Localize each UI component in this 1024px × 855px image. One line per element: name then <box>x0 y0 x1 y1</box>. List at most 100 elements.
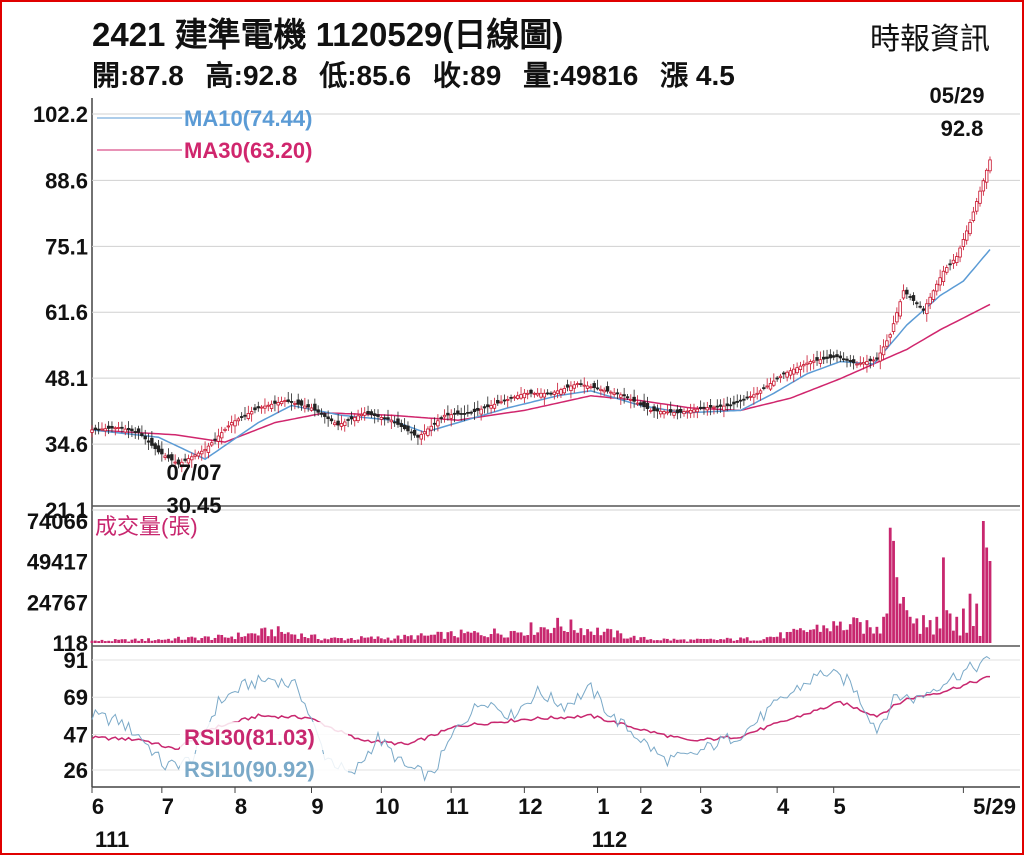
candle-body <box>323 413 327 417</box>
volume-bar <box>562 630 566 643</box>
candle-body <box>678 409 683 413</box>
volume-bar <box>283 633 287 643</box>
volume-bar <box>326 639 330 643</box>
candle-body <box>938 277 942 286</box>
price-tick-label: 34.6 <box>45 432 88 457</box>
volume-bar <box>406 636 410 643</box>
volume-bar <box>157 639 160 643</box>
candle-body <box>925 303 929 315</box>
price-tick-label: 48.1 <box>45 366 88 391</box>
volume-bar <box>496 633 500 643</box>
volume-bar <box>213 637 217 643</box>
volume-bar <box>729 638 732 643</box>
volume-bar <box>286 632 290 643</box>
volume-bar <box>872 633 875 643</box>
month-label: 8 <box>235 794 247 819</box>
volume-bar <box>602 631 606 643</box>
candle-body <box>313 403 317 411</box>
volume-bar <box>955 616 959 643</box>
volume-bar <box>782 638 786 643</box>
volume-bar <box>636 640 639 643</box>
volume-bar <box>449 631 453 643</box>
volume-bar <box>396 635 400 643</box>
volume-bar <box>579 628 583 643</box>
candle-body <box>90 429 94 433</box>
candle-body <box>861 361 866 365</box>
volume-bar <box>473 631 476 643</box>
candle-body <box>778 375 783 378</box>
volume-bar <box>516 632 520 643</box>
candle-body <box>402 424 407 430</box>
volume-bar <box>529 622 533 643</box>
candle-body <box>216 435 221 442</box>
volume-bar <box>479 635 483 643</box>
candle-body <box>742 398 746 401</box>
volume-label: 量: <box>523 60 561 91</box>
candle-body <box>609 391 613 394</box>
ma30-legend-label: MA30(63.20) <box>184 138 312 163</box>
candle-body <box>748 395 753 398</box>
volume-bar <box>882 616 885 643</box>
volume-bar <box>183 639 187 643</box>
candle-body <box>828 354 833 359</box>
ma10-legend-label: MA10(74.44) <box>184 106 312 131</box>
volume-bar <box>320 640 323 643</box>
candle-body <box>123 428 127 433</box>
volume-bar <box>360 636 363 643</box>
volume-bar <box>290 634 293 643</box>
volume-bar <box>426 635 430 643</box>
volume-bar <box>789 631 792 643</box>
candle-body <box>579 383 583 386</box>
candle-body <box>752 394 756 398</box>
candle-body <box>432 422 437 425</box>
volume-bar <box>912 623 915 643</box>
rsi10-legend-bg <box>180 754 348 782</box>
candle-body <box>306 404 310 408</box>
volume-bar <box>642 636 646 643</box>
volume-bar <box>203 636 207 643</box>
volume-bar <box>207 636 210 643</box>
volume-bar <box>918 633 922 643</box>
volume-bar <box>503 637 506 643</box>
candle-body <box>419 434 423 440</box>
candle-body <box>585 385 590 389</box>
volume-bar <box>715 640 719 643</box>
volume-bar <box>682 639 686 643</box>
volume-bar <box>762 639 766 643</box>
candle-body <box>512 396 517 399</box>
volume-bar <box>273 636 277 643</box>
volume-bar <box>150 640 154 643</box>
candle-body <box>93 427 98 431</box>
volume-bar <box>110 641 114 643</box>
candle-body <box>941 270 946 283</box>
volume-bar <box>739 637 742 643</box>
volume-bar <box>236 632 240 643</box>
volume-bar <box>985 547 989 643</box>
candle-body <box>642 401 646 408</box>
candle-body <box>399 423 404 427</box>
candle-body <box>881 346 886 356</box>
volume-bar <box>875 626 879 643</box>
candle-body <box>695 408 700 413</box>
candle-body <box>263 405 267 409</box>
candle-body <box>841 358 846 361</box>
volume-bar <box>978 635 982 643</box>
candle-body <box>831 355 836 358</box>
candle-body <box>675 409 680 414</box>
volume-bar <box>732 640 736 643</box>
source-label: 時報資訊 <box>870 23 990 56</box>
rsi10-legend-label: RSI10(90.92) <box>184 757 315 782</box>
volume-bar <box>177 636 180 643</box>
candle-body <box>632 396 636 402</box>
low-label: 低: <box>319 60 357 91</box>
high-value-annotation: 92.8 <box>941 116 984 141</box>
high-value: 92.8 <box>242 60 298 91</box>
candle-body <box>745 396 749 399</box>
volume-bar <box>818 631 822 643</box>
candle-body <box>815 357 819 361</box>
candle-body <box>871 359 876 362</box>
candle-body <box>802 364 806 367</box>
candle-body <box>592 383 596 389</box>
month-label: 12 <box>518 794 542 819</box>
volume-bar <box>572 630 576 643</box>
